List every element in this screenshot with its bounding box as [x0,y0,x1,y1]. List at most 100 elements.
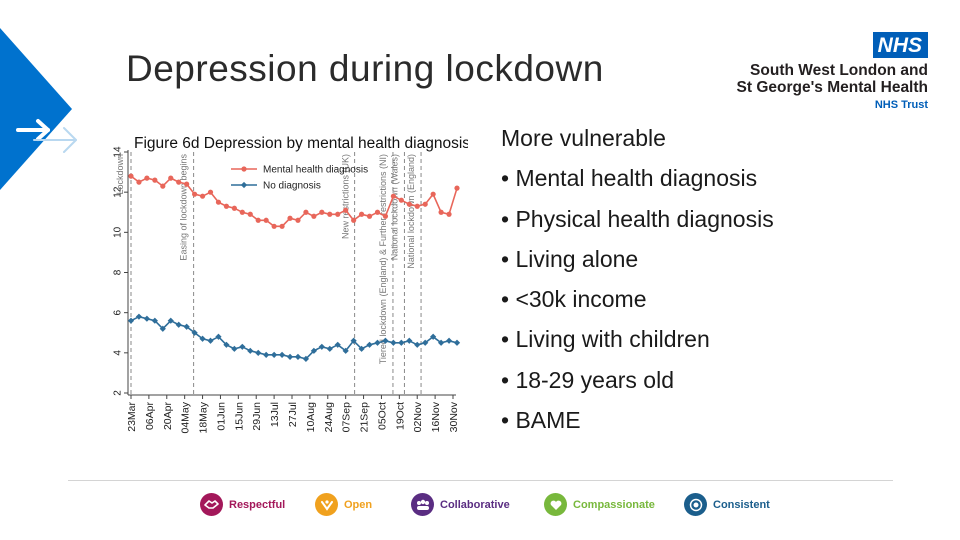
event-label: National lockdown (England) [406,154,416,269]
list-item: • Living alone [501,245,639,272]
data-point [247,211,253,217]
event-label: Easing of lockdown begins [179,154,189,261]
trust-values-bar: Respectful Open Collaborative Compassion… [0,493,960,523]
x-tick-label: 06Apr [144,402,156,431]
data-point [318,343,325,350]
value-label: Compassionate [573,498,655,511]
slide-title: Depression during lockdown [126,48,604,89]
x-tick-label: 24Aug [323,402,335,433]
value-label: Respectful [229,498,286,511]
data-point [255,217,261,223]
data-point [278,351,286,358]
target-icon [684,493,707,516]
data-point [358,345,365,352]
nhs-trust-logo: NHS South West London and St George's Me… [715,32,930,112]
data-point [351,217,357,223]
data-point [453,339,461,346]
x-tick-label: 01Jun [215,402,227,431]
data-point [215,199,222,205]
data-point [239,209,245,215]
data-point [287,215,293,221]
open-icon [315,493,338,516]
value-compassionate: Compassionate [544,493,655,516]
value-label: Collaborative [440,498,510,511]
data-point [271,223,277,229]
data-point [168,175,174,181]
x-tick-label: 10Aug [305,402,317,433]
data-point [326,345,333,352]
y-tick-label: 10 [113,226,124,238]
chart-title: Figure 6d Depression by mental health di… [134,135,468,152]
event-label: Tiered lockdown (England) & Further rest… [378,154,388,364]
x-tick-label: 30Nov [448,401,460,432]
data-point [207,189,214,195]
data-point [374,209,381,215]
y-tick-label: 4 [113,350,124,356]
data-point [207,337,214,344]
value-respectful: Respectful [200,493,285,516]
footer-divider [68,480,893,481]
data-point [430,191,436,197]
x-tick-label: 04May [180,401,192,433]
data-point [382,213,389,219]
legend-label: Mental health diagnosis [263,165,368,176]
list-item: • 18-29 years old [501,366,674,393]
data-point [247,347,254,354]
x-tick-label: 20Apr [162,402,174,431]
data-point [136,179,142,185]
data-point [231,345,238,352]
data-point [382,337,389,344]
event-label: New restrictions (UK) [341,154,351,239]
people-icon [411,493,434,516]
value-open: Open [315,493,372,516]
value-collaborative: Collaborative [411,493,510,516]
data-point [294,353,302,360]
data-point [437,339,445,346]
data-point [350,337,357,344]
trust-name-line-2: St George's Mental Health [736,79,928,96]
x-tick-label: 02Nov [412,401,424,432]
list-item: • Living with children [501,326,710,353]
data-point [144,175,150,181]
trust-name-line-3: NHS Trust [874,99,928,111]
legend-marker [241,166,247,172]
data-point [454,185,460,191]
data-point [295,217,301,223]
data-point [398,197,404,203]
data-point [191,329,198,336]
data-point [406,201,412,207]
value-label: Open [344,498,373,511]
data-point [398,339,405,346]
data-point [160,183,166,189]
data-point [199,335,206,342]
data-point [271,351,278,358]
left-arrow-decoration [0,28,77,190]
vulnerable-groups-list: More vulnerable • Mental health diagnosi… [501,118,774,440]
data-point [263,351,270,358]
data-point [279,223,285,229]
y-tick-label: 2 [113,390,124,396]
data-point [390,339,397,346]
event-label: Lockdown [115,154,125,195]
data-point [414,341,421,348]
data-point [135,313,143,320]
depression-line-chart: Figure 6d Depression by mental health di… [113,135,468,434]
x-tick-label: 21Sep [359,402,371,433]
x-tick-label: 07Sep [341,402,353,433]
x-tick-label: 05Oct [376,402,388,430]
data-point [128,173,134,179]
data-point [438,209,444,215]
data-point [184,181,190,187]
data-point [239,343,246,350]
data-point [152,177,158,183]
nhs-logo-badge: NHS [872,32,928,58]
data-point [446,211,452,217]
x-tick-label: 13Jul [269,402,281,427]
list-heading: More vulnerable [501,125,666,151]
y-tick-label: 12 [113,186,124,198]
x-tick-label: 19Oct [394,402,406,430]
data-point [343,207,349,213]
y-tick-label: 14 [113,146,124,158]
list-item: • Mental health diagnosis [501,165,758,192]
x-tick-label: 29Jun [251,402,263,431]
